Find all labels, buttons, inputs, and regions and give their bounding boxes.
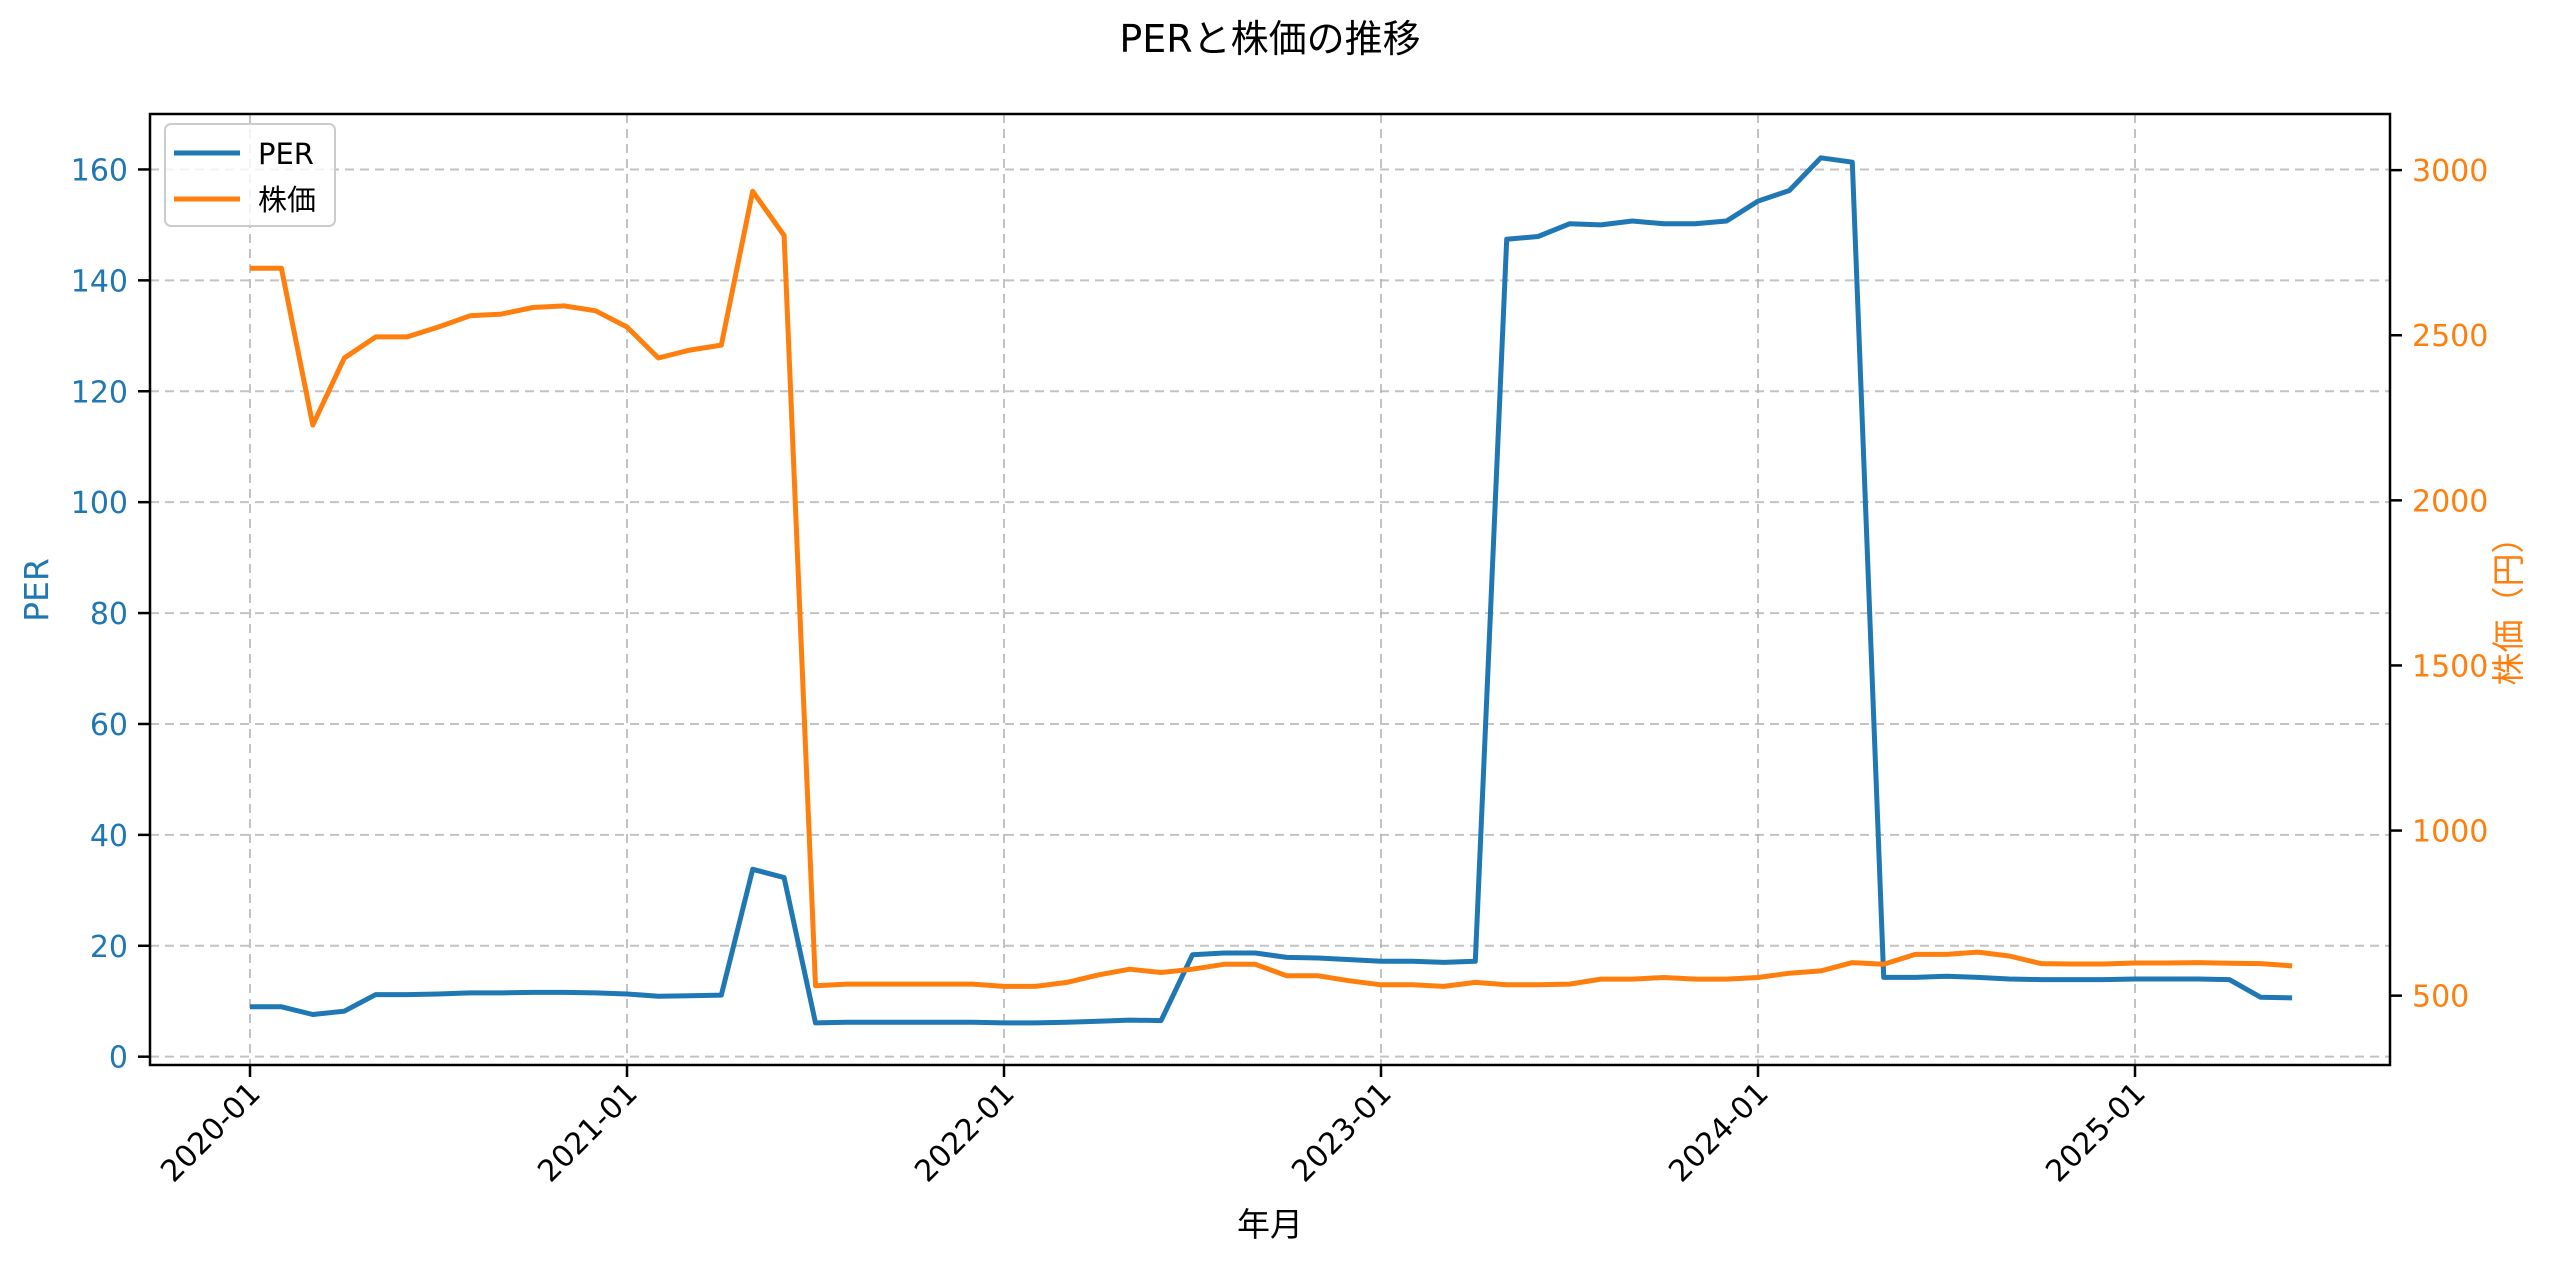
right-y-axis: 500 1000 1500 2000 2500 3000 [2390, 154, 2488, 1015]
y-tick-label-left: 120 [71, 375, 128, 410]
x-axis-label: 年月 [1237, 1205, 1303, 1244]
y-tick-label-left: 100 [71, 486, 128, 521]
y-tick-label-left: 80 [90, 597, 128, 632]
y-tick-label-right: 3000 [2412, 154, 2488, 189]
plot-frame [148, 112, 2392, 1067]
y-tick-label-left: 0 [109, 1041, 128, 1076]
left-y-axis: 0 20 40 60 80 100 120 140 160 [71, 153, 150, 1076]
y-tick-label-left: 160 [71, 153, 128, 188]
x-tick-label: 2024-01 [1662, 1076, 1775, 1189]
y-axis-label-left: PER [17, 558, 56, 622]
y-tick-label-left: 20 [90, 930, 128, 965]
series-layer [250, 155, 2293, 1026]
y-tick-label-right: 2000 [2412, 484, 2488, 519]
y-tick-label-right: 500 [2412, 980, 2469, 1015]
series-line-price [250, 188, 2293, 989]
y-axis-label-right: 株価（円） [2489, 521, 2528, 686]
y-tick-label-right: 1500 [2412, 649, 2488, 684]
y-tick-label-left: 60 [90, 708, 128, 743]
series-line-per [250, 155, 2293, 1026]
legend-label: 株価 [258, 183, 316, 217]
x-axis: 2020-01 2021-01 2022-01 2023-01 2024-01 2025-… [154, 1065, 2153, 1189]
x-tick-label: 2021-01 [531, 1076, 644, 1189]
y-tick-label-left: 40 [90, 819, 128, 854]
legend-label: PER [258, 137, 314, 171]
grid-lines [150, 114, 2390, 1065]
x-tick-label: 2023-01 [1285, 1076, 1398, 1189]
y-tick-label-right: 1000 [2412, 815, 2488, 850]
x-tick-label: 2022-01 [908, 1076, 1021, 1189]
y-tick-label-left: 140 [71, 264, 128, 299]
chart-title: PERと株価の推移 [1119, 17, 1420, 61]
x-tick-label: 2020-01 [154, 1076, 267, 1189]
legend: PER 株価 [164, 123, 336, 227]
x-tick-label: 2025-01 [2039, 1076, 2152, 1189]
y-tick-label-right: 2500 [2412, 319, 2488, 354]
